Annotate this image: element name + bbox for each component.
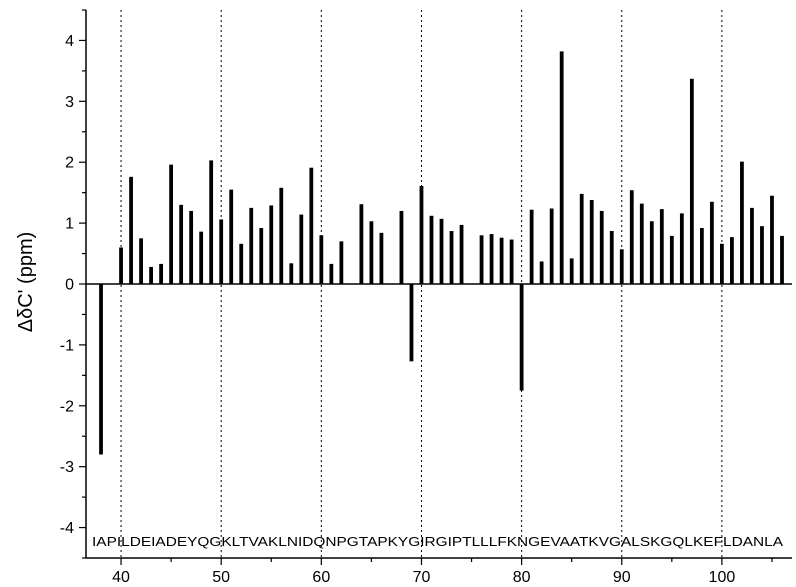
bar xyxy=(129,176,133,284)
x-tick-label: 40 xyxy=(112,569,130,586)
bar xyxy=(269,205,274,284)
bar xyxy=(629,190,634,284)
y-tick-label: 2 xyxy=(65,155,74,172)
bar xyxy=(409,284,414,362)
bar xyxy=(669,235,674,284)
bar xyxy=(609,231,614,284)
bar xyxy=(169,164,174,284)
bar xyxy=(289,263,294,284)
bar xyxy=(359,204,364,284)
bar xyxy=(659,209,664,284)
bar xyxy=(119,247,123,284)
y-tick-label: 3 xyxy=(65,94,74,111)
bars-layer xyxy=(99,51,784,455)
bar xyxy=(439,218,444,284)
x-tick-label: 80 xyxy=(513,569,531,586)
bar xyxy=(780,235,784,284)
bar xyxy=(429,215,434,284)
y-axis-title: ΔδC' (ppm) xyxy=(15,232,37,333)
bar xyxy=(489,234,494,284)
bar xyxy=(579,193,584,284)
bar xyxy=(730,237,734,284)
bar xyxy=(459,224,464,284)
y-tick-label: -3 xyxy=(60,459,74,476)
x-tick-label: 70 xyxy=(413,569,431,586)
bar xyxy=(539,261,544,284)
bar xyxy=(199,231,204,284)
bar xyxy=(309,167,314,284)
bar xyxy=(649,221,654,284)
bar xyxy=(219,219,224,284)
bar xyxy=(229,189,234,284)
bar xyxy=(750,207,754,284)
bar xyxy=(770,195,774,284)
sequence-label: IAPILDEIADEYQGKLTVAKLNIDQNPGTAPKYGIRGIPT… xyxy=(92,535,784,549)
bar xyxy=(639,203,644,284)
bar xyxy=(709,201,714,284)
bar xyxy=(209,160,214,284)
bar xyxy=(479,235,484,284)
bar xyxy=(569,258,574,284)
bar xyxy=(259,227,264,284)
bar xyxy=(139,238,143,284)
y-tick-label: 4 xyxy=(65,33,74,50)
bar xyxy=(760,226,764,284)
bar xyxy=(499,237,504,284)
bar xyxy=(149,266,153,284)
bar xyxy=(249,207,254,284)
bar xyxy=(399,210,404,284)
bar xyxy=(329,263,334,284)
x-tick-label: 90 xyxy=(613,569,631,586)
bar xyxy=(299,214,304,284)
bar xyxy=(589,199,594,284)
bar xyxy=(529,209,534,284)
bar xyxy=(159,263,164,284)
bar xyxy=(239,243,244,284)
y-tick-label: -1 xyxy=(60,337,74,354)
y-tick-label: -4 xyxy=(60,520,74,537)
bar xyxy=(740,161,744,284)
bar xyxy=(549,208,554,284)
bar xyxy=(559,51,564,284)
bar xyxy=(369,221,374,284)
bar xyxy=(279,187,284,284)
bar xyxy=(99,284,103,455)
x-tick-label: 60 xyxy=(312,569,330,586)
bar xyxy=(599,210,604,284)
bar xyxy=(619,249,624,284)
bar xyxy=(679,213,684,284)
grid-layer xyxy=(120,10,723,558)
bar xyxy=(449,231,454,284)
y-tick-label: 1 xyxy=(65,216,74,233)
bar xyxy=(519,284,524,391)
bar xyxy=(319,235,324,284)
bar xyxy=(699,227,704,284)
x-tick-label: 50 xyxy=(212,569,230,586)
y-tick-label: -2 xyxy=(60,398,74,415)
bar xyxy=(419,185,424,284)
x-tick-label: 100 xyxy=(709,569,736,586)
bar xyxy=(720,243,724,284)
bar xyxy=(379,232,384,284)
bar xyxy=(689,78,694,284)
axes-layer xyxy=(79,9,792,565)
bar xyxy=(179,204,184,284)
bar xyxy=(189,210,194,284)
bar xyxy=(339,241,344,284)
labels-layer: -4 -3 -2 -1 0 1 2 3 4 40 50 60 70 80 90 100 xyxy=(60,33,736,586)
bar xyxy=(509,239,514,284)
y-tick-label: 0 xyxy=(65,277,74,294)
